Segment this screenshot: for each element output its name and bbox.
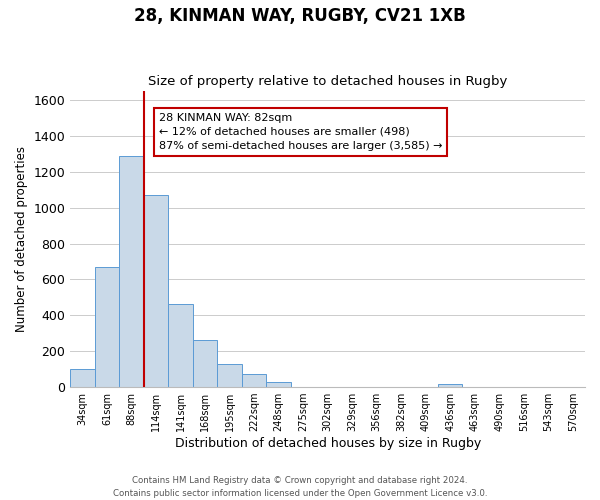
Y-axis label: Number of detached properties: Number of detached properties [15,146,28,332]
X-axis label: Distribution of detached houses by size in Rugby: Distribution of detached houses by size … [175,437,481,450]
Bar [144,195,169,387]
Bar [266,382,291,387]
Bar [169,304,193,387]
Title: Size of property relative to detached houses in Rugby: Size of property relative to detached ho… [148,76,508,88]
Bar [438,384,463,387]
Text: Contains HM Land Registry data © Crown copyright and database right 2024.
Contai: Contains HM Land Registry data © Crown c… [113,476,487,498]
Text: 28, KINMAN WAY, RUGBY, CV21 1XB: 28, KINMAN WAY, RUGBY, CV21 1XB [134,8,466,26]
Bar [119,156,144,387]
Bar [217,364,242,387]
Text: 28 KINMAN WAY: 82sqm
← 12% of detached houses are smaller (498)
87% of semi-deta: 28 KINMAN WAY: 82sqm ← 12% of detached h… [158,112,442,150]
Bar [193,340,217,387]
Bar [70,369,95,387]
Bar [242,374,266,387]
Bar [95,267,119,387]
